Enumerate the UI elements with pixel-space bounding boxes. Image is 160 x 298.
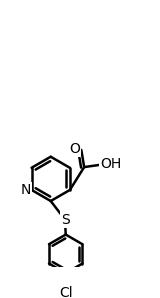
Text: OH: OH <box>100 157 121 171</box>
Text: Cl: Cl <box>59 286 72 298</box>
Text: O: O <box>69 142 80 156</box>
Text: S: S <box>61 212 69 226</box>
Text: N: N <box>21 183 31 197</box>
